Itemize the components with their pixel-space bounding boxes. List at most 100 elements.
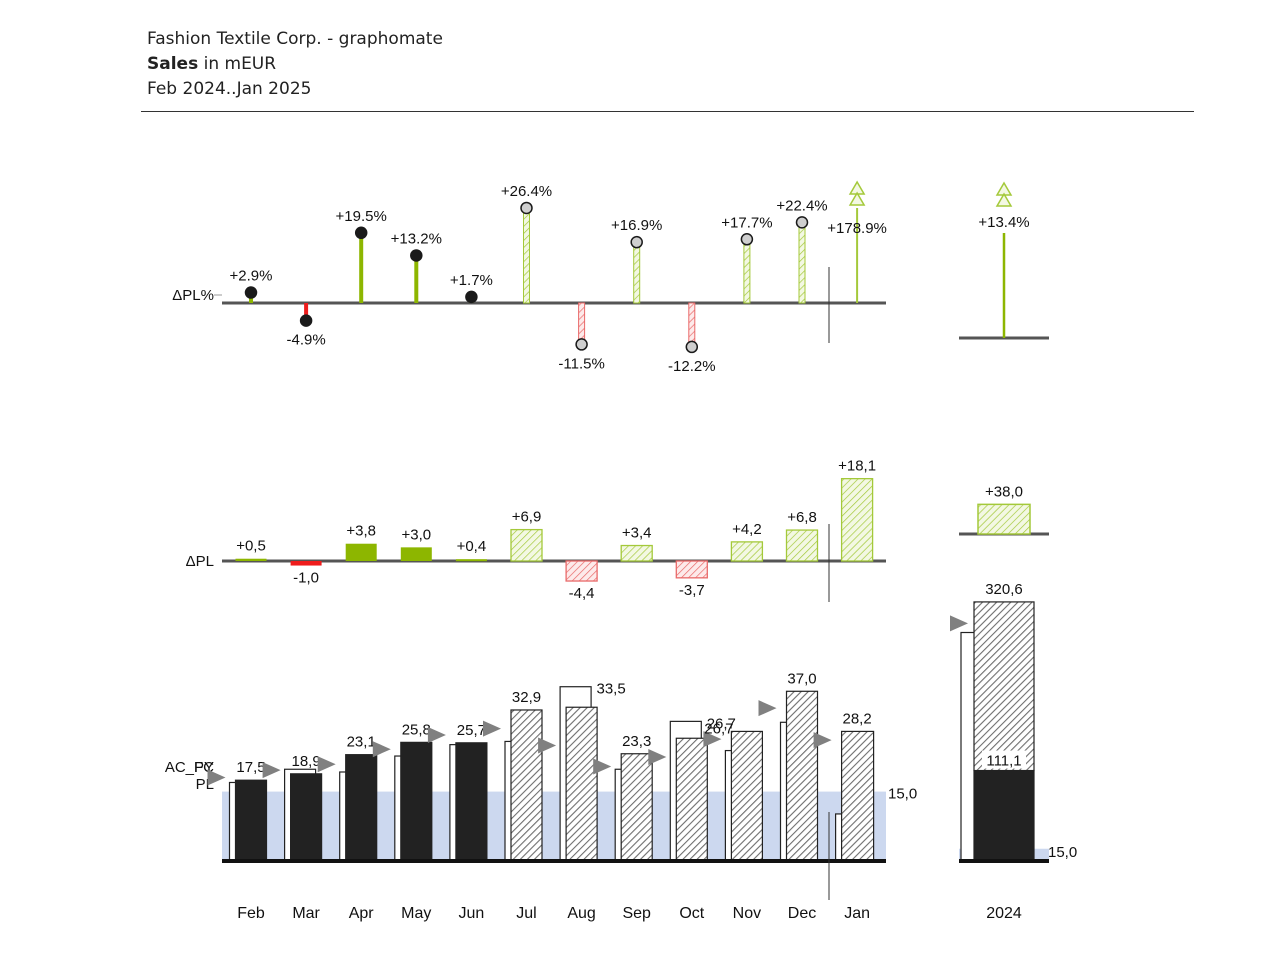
category-label: May [401, 905, 431, 922]
delta-bar [730, 541, 764, 562]
delta-value-label: +3,0 [401, 526, 431, 543]
py-marker [372, 741, 391, 758]
delta-total-bar [977, 503, 1031, 535]
delta-value-label: +6,9 [512, 509, 542, 526]
pin-value-label: -11.5% [558, 355, 604, 372]
delta-value-label: -4,4 [569, 585, 595, 602]
pin-head [520, 201, 533, 215]
total-actual-label: 111,1 [986, 753, 1021, 770]
ac-bar [400, 741, 433, 861]
pin-value-label: +1.7% [450, 272, 493, 289]
ac-value-label: 26,7 [704, 720, 733, 737]
delta-value-label: -1,0 [293, 570, 319, 587]
delta-value-label: +3,4 [622, 525, 652, 542]
py-marker [593, 758, 612, 775]
main-axis-line [222, 859, 886, 863]
chart-header: Fashion Textile Corp. - graphomate Sales… [147, 27, 443, 102]
pin-stem [523, 207, 530, 304]
measure-title: Sales in mEUR [147, 52, 443, 77]
delta-bar [675, 560, 708, 579]
pin-axis-line [222, 301, 886, 305]
delta-pl-chart: ΔPL +0,5 -1,0 +3,8 +3,0 +0,4 +6,9 -4,4 +3,4 -3,7 +… [186, 267, 1049, 602]
pin-value-label: +19.5% [336, 208, 387, 225]
pin-stem [743, 238, 751, 304]
ac-bar [785, 690, 819, 861]
ac-value-label: 32,9 [512, 689, 541, 706]
pin-value-label: +26.4% [501, 183, 552, 200]
category-label: Oct [679, 905, 704, 922]
py-marker [317, 756, 336, 773]
outlier-arrow-icon [995, 181, 1013, 207]
threshold-band [222, 791, 886, 860]
delta-value-label: +6,8 [787, 509, 817, 526]
ac-bar [455, 742, 488, 861]
delta-bar [290, 561, 322, 566]
category-label: Nov [733, 905, 761, 922]
ac-bar [620, 753, 653, 861]
category-label: Feb [237, 905, 265, 922]
delta-bar [400, 547, 432, 561]
delta-value-label: -3,7 [679, 582, 705, 599]
delta-value-label: +0,5 [236, 538, 266, 555]
pin-stem [798, 221, 806, 304]
delta-bar [455, 559, 487, 562]
pin-head [465, 290, 478, 304]
pin-head [299, 314, 313, 327]
category-label: Dec [788, 905, 816, 922]
ac-value-label: 23,3 [622, 733, 651, 750]
pin-value-label: +17.7% [721, 214, 772, 231]
pin-total-label: +13.4% [978, 214, 1029, 231]
pin-head [740, 233, 754, 246]
pin-head [630, 235, 643, 249]
category-label: Jul [516, 905, 536, 922]
pin-value-label: +13.2% [391, 230, 442, 247]
category-label: Aug [567, 905, 595, 922]
delta-axis-line [222, 559, 886, 563]
delta-row-label: ΔPL [186, 553, 214, 570]
pin-value-label: +178.9% [827, 220, 887, 237]
category-label: Jan [844, 905, 870, 922]
delta-total-label: +38,0 [985, 483, 1023, 500]
pin-head [354, 226, 368, 240]
ac-bar [234, 779, 268, 861]
company-title: Fashion Textile Corp. - graphomate [147, 29, 443, 49]
total-threshold-label: 15,0 [1048, 844, 1077, 861]
delta-value-label: +4,2 [732, 521, 762, 538]
delta-value-label: +3,8 [346, 523, 376, 540]
ac-value-label: 37,0 [787, 670, 816, 687]
ac-bar [730, 730, 764, 861]
pin-value-label: +22.4% [776, 197, 827, 214]
measure-name: Sales [147, 54, 199, 74]
header-rule [141, 111, 1194, 112]
pin-head [244, 286, 258, 299]
pin-stem [633, 241, 641, 304]
category-axis: Feb Mar Apr May Jun Jul Aug Sep Oct Nov Dec Jan 2024 [237, 905, 1022, 922]
delta-bar [840, 477, 874, 562]
pin-head [685, 340, 699, 354]
pin-value-label: +16.9% [611, 217, 662, 234]
py-marker [427, 727, 446, 744]
delta-bar [620, 544, 653, 562]
category-label: Apr [349, 905, 375, 922]
ac-bar [840, 730, 875, 861]
py-marker [648, 748, 667, 765]
pin-head [795, 216, 809, 229]
py-marker [483, 720, 501, 737]
ac-row-label: AC_FC [165, 759, 214, 776]
pin-head [410, 249, 423, 262]
ac-bar [345, 754, 378, 861]
ac-bar [675, 737, 708, 861]
ac-value-label: 23,1 [347, 734, 376, 751]
py-marker [703, 731, 722, 748]
ac-bar [290, 773, 323, 861]
delta-bar [565, 560, 598, 582]
ac-value-label: 18,9 [291, 753, 320, 770]
delta-bar [345, 543, 377, 561]
ac-value-label: 17,5 [236, 759, 265, 776]
delta-value-label: +0,4 [457, 538, 487, 555]
ac-bar [565, 706, 598, 861]
pin-head [575, 338, 588, 351]
delta-bar [510, 528, 543, 562]
category-label: Jun [459, 905, 485, 922]
